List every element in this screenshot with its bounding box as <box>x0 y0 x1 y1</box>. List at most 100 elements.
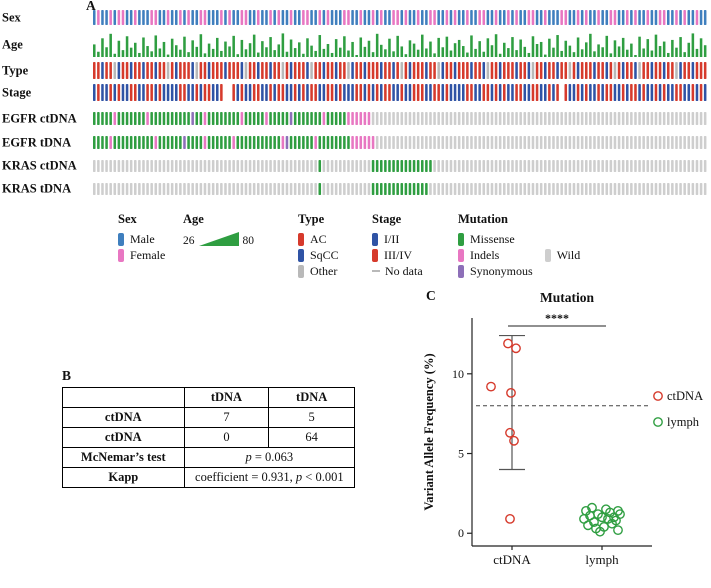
table-row: McNemar’s test p = 0.063 <box>62 447 356 468</box>
ac-swatch <box>298 232 304 246</box>
legend-item-female: Female <box>118 247 165 263</box>
cell-r1c2: 5 <box>268 407 355 428</box>
age-row: Age <box>0 33 711 57</box>
sex-row-label: Sex <box>2 10 21 24</box>
legend-mutation-col1: Missense Indels Synonymous <box>458 231 533 279</box>
legend-type-title: Type <box>298 212 325 226</box>
vaf-scatter-plot: 0 5 10 ctDNA lymph **** Mutation Variant Allele… <box>422 290 703 567</box>
nodata-label: No data <box>385 263 423 278</box>
panel-b-label: B <box>62 368 72 383</box>
stage-row-label: Stage <box>2 85 32 99</box>
legend-item-wild: Wild <box>544 247 581 263</box>
age-track <box>93 33 707 57</box>
table-header-row: tDNA tDNA <box>62 387 355 408</box>
svg-text:0: 0 <box>458 526 464 540</box>
svg-text:****: **** <box>545 311 569 325</box>
svg-text:10: 10 <box>452 367 464 381</box>
row-label-ctdna-pos: ctDNA <box>62 407 185 428</box>
svg-text:Mutation: Mutation <box>540 290 594 305</box>
panel-a-label: A <box>86 0 96 13</box>
legend-age: Age 26 80 <box>183 212 254 247</box>
egfr-ctdna-row-label: EGFR ctDNA <box>2 111 77 125</box>
legend-item-stage12: I/II <box>372 231 423 247</box>
ac-label: AC <box>310 231 327 246</box>
panel-c-label: C <box>426 288 436 303</box>
table-corner-cell <box>62 387 185 408</box>
kras-tdna-row-label: KRAS tDNA <box>2 181 72 196</box>
male-label: Male <box>130 231 155 246</box>
kras-ctdna-row-label: KRAS ctDNA <box>2 158 77 173</box>
legend-type: Type AC SqCC Other <box>298 212 339 279</box>
legend-sex-title: Sex <box>118 212 137 226</box>
missense-swatch <box>458 232 464 246</box>
wild-label: Wild <box>556 247 581 262</box>
other-label: Other <box>310 263 338 278</box>
legend-mutation-col2: Wild <box>544 247 581 279</box>
legend-item-nodata: No data <box>372 263 423 279</box>
stage12-swatch <box>372 232 378 246</box>
egfr-tdna-track <box>93 136 707 149</box>
sex-row: Sex <box>0 10 711 25</box>
other-swatch <box>298 264 304 278</box>
cell-r1c1: 7 <box>183 407 270 428</box>
cell-mcnemar-p: p = 0.063 <box>183 447 356 468</box>
egfr-tdna-row: EGFR tDNA <box>0 135 711 149</box>
type-track <box>93 62 707 79</box>
legend-sex: Sex Male Female <box>118 212 165 263</box>
legend-item-synonymous: Synonymous <box>458 263 533 279</box>
cell-r2c1: 0 <box>183 427 270 448</box>
legend-item-indels: Indels <box>458 247 533 263</box>
panel-c-scatter: C 0 5 10 ctDNA lymph **** Mutation Variant Alle… <box>420 288 711 588</box>
age-max-label: 80 <box>242 235 255 247</box>
legend-age-title: Age <box>183 212 204 226</box>
kras-ctdna-row: KRAS ctDNA <box>0 158 711 173</box>
row-label-ctdna-neg: ctDNA <box>62 427 185 448</box>
age-scale: 26 80 <box>183 231 254 247</box>
female-swatch <box>118 248 124 262</box>
cell-kappa: coefficient = 0.931, p < 0.001 <box>183 467 356 488</box>
egfr-ctdna-track <box>93 112 707 125</box>
concordance-table: tDNA tDNA ctDNA 7 5 ctDNA 0 64 McNemar’s… <box>62 387 356 488</box>
legend-item-missense: Missense <box>458 231 533 247</box>
table-row: Kapp coefficient = 0.931, p < 0.001 <box>62 467 356 488</box>
kras-tdna-track <box>93 183 707 195</box>
col-header-tdna-1: tDNA <box>183 387 270 408</box>
wild-swatch <box>544 248 551 262</box>
legend-item-ac: AC <box>298 231 339 247</box>
legend-item-sqcc: SqCC <box>298 247 339 263</box>
panel-b-table: B tDNA tDNA ctDNA 7 5 ctDNA 0 64 <box>62 368 356 488</box>
age-gradient-triangle-icon <box>198 232 239 246</box>
svg-text:lymph: lymph <box>585 552 619 567</box>
kras-ctdna-track <box>93 160 707 172</box>
male-swatch <box>118 232 124 246</box>
cell-r2c2: 64 <box>268 427 355 448</box>
svg-text:ctDNA: ctDNA <box>667 389 703 403</box>
indels-swatch <box>458 248 464 262</box>
col-header-tdna-2: tDNA <box>268 387 355 408</box>
legend-item-other: Other <box>298 263 339 279</box>
female-label: Female <box>130 247 166 262</box>
row-label-mcnemar: McNemar’s test <box>62 447 185 468</box>
sex-track <box>93 10 707 25</box>
table-row: ctDNA 0 64 <box>62 427 355 448</box>
legend-item-stage34: III/IV <box>372 247 423 263</box>
type-row-label: Type <box>2 63 29 77</box>
legend-stage: Stage I/II III/IV No data <box>372 212 423 279</box>
legend-stage-title: Stage <box>372 212 402 226</box>
legend-mutation: Mutation Missense Indels Synonymous <box>458 212 580 279</box>
sqcc-label: SqCC <box>310 247 339 262</box>
row-label-kappa: Kapp <box>62 467 185 488</box>
missense-label: Missense <box>470 231 515 246</box>
stage34-swatch <box>372 248 378 262</box>
svg-text:5: 5 <box>458 447 464 461</box>
svg-text:Variant Allele Frequency (%): Variant Allele Frequency (%) <box>422 353 436 510</box>
legend-item-male: Male <box>118 231 165 247</box>
egfr-tdna-row-label: EGFR tDNA <box>2 135 72 149</box>
kras-tdna-row: KRAS tDNA <box>0 181 711 196</box>
panel-a-oncoprint: A Sex Age Type Stage EGFR ctDNA EGFR tDN… <box>0 0 711 285</box>
age-row-label: Age <box>2 37 23 52</box>
type-row: Type <box>0 62 711 79</box>
age-min-label: 26 <box>183 235 195 247</box>
legend-mutation-title: Mutation <box>458 212 508 226</box>
